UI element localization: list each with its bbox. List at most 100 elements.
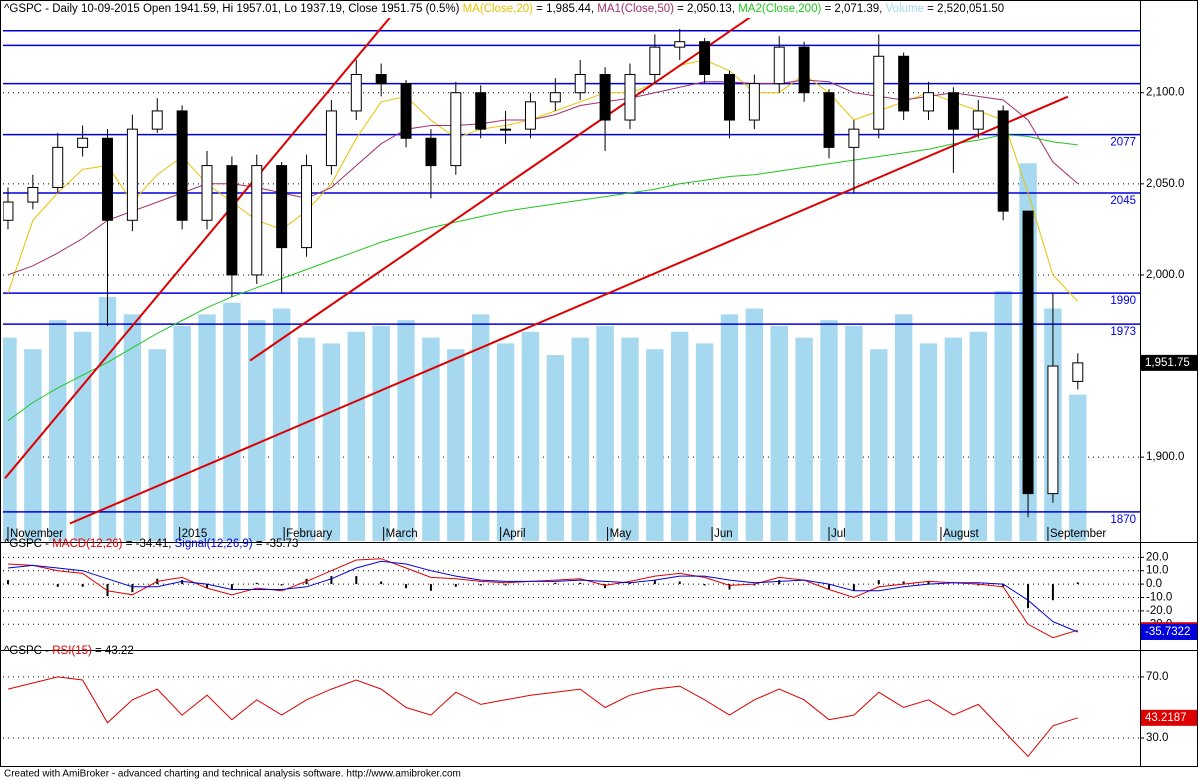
volume-bar <box>447 349 465 541</box>
panel-title: ^GSPC - RSI(15) = 43.22 <box>4 645 134 657</box>
x-tick-label: February <box>286 528 332 540</box>
candle-body <box>997 110 1009 212</box>
title-part: ^GSPC - <box>4 645 52 657</box>
level-label: 2045 <box>1110 195 1136 207</box>
x-tick-label: April <box>503 528 526 540</box>
volume-bar <box>297 337 316 541</box>
last-value-label: 1,951.75 <box>1145 357 1190 369</box>
candle-body <box>151 110 163 130</box>
volume-bar <box>123 314 142 541</box>
volume-bar <box>671 331 689 541</box>
y-tick-label: 0.0 <box>1146 578 1162 590</box>
volume-bar <box>546 355 565 541</box>
title-part: ^GSPC - <box>4 538 52 550</box>
panel-title: ^GSPC - Daily 10-09-2015 Open 1941.59, H… <box>4 3 1004 15</box>
candle-body <box>1022 210 1034 495</box>
candle-body <box>699 41 711 75</box>
candle-body <box>674 41 686 48</box>
candle-body <box>972 110 984 130</box>
title-part: = 43.22 <box>92 645 134 657</box>
y-tick-label: 30.0 <box>1146 732 1168 744</box>
last-value-badge <box>1141 354 1197 371</box>
title-part: MA(Close,20) <box>463 3 533 15</box>
candle-body <box>27 186 39 203</box>
candle-body <box>201 165 213 221</box>
x-tick-label: Jul <box>831 528 846 540</box>
indicator-line <box>7 558 1078 639</box>
candle-body <box>923 92 934 112</box>
candle-body <box>400 83 412 139</box>
volume-bar <box>646 349 664 541</box>
volume-bar <box>496 343 515 541</box>
y-tick-label: 2,050.0 <box>1146 178 1184 190</box>
volume-bar <box>745 308 764 541</box>
candle-body <box>176 110 188 221</box>
x-tick-label: 2015 <box>182 528 208 540</box>
volume-bar <box>571 337 589 541</box>
footer: Created with AmiBroker - advanced charti… <box>4 769 461 780</box>
volume-bar <box>621 337 639 541</box>
x-tick-label: Jun <box>714 528 733 540</box>
candle-body <box>898 55 910 112</box>
last-value-label: 43.2187 <box>1145 712 1187 724</box>
volume-bar <box>820 320 838 541</box>
volume-bar <box>173 325 191 541</box>
last-value-label: -35.7322 <box>1145 626 1190 638</box>
volume-bar <box>347 331 365 541</box>
candle-body <box>624 73 636 121</box>
y-tick-label: 2,100.0 <box>1146 87 1184 99</box>
volume-bar <box>148 349 166 541</box>
candle-body <box>276 165 288 249</box>
title-part: Volume <box>886 3 924 15</box>
volume-bar <box>894 314 913 541</box>
title-part: = 2,050.13, <box>674 3 738 15</box>
volume-bar <box>770 325 788 541</box>
x-tick-label: May <box>610 528 632 540</box>
level-label: 1870 <box>1110 514 1136 526</box>
title-part: = -34.41, <box>123 538 175 550</box>
volume-bar <box>49 320 67 541</box>
trendline <box>4 18 391 479</box>
volume-bar <box>944 337 963 541</box>
volume-bar <box>322 343 341 541</box>
candle-body <box>798 46 810 94</box>
candle-body <box>350 73 362 112</box>
y-tick-label: 10.0 <box>1146 565 1168 577</box>
title-part: = 1,985.44, <box>533 3 597 15</box>
price-plot: 2077 2045 1990 1973 1870 <box>3 18 1140 541</box>
volume-bar <box>969 331 987 541</box>
volume-bar <box>994 291 1012 541</box>
candle-body <box>649 46 661 75</box>
volume-bar <box>845 325 863 541</box>
candle-body <box>251 165 263 276</box>
title-part: = 2,520,051.50 <box>924 3 1004 15</box>
candle-body <box>3 201 14 221</box>
volume-bar <box>1069 394 1087 541</box>
candle-body <box>126 128 138 221</box>
y-tick-label: 1,900.0 <box>1146 451 1184 463</box>
volume-bar <box>248 320 266 541</box>
title-part: MA2(Close,200) <box>738 3 821 15</box>
volume-bar <box>223 302 241 541</box>
panel-title: ^GSPC - MACD(12,26) = -34.41, Signal(12,… <box>4 538 298 550</box>
volume-bar <box>422 337 440 541</box>
candle-body <box>947 92 959 130</box>
candle-body <box>325 110 337 167</box>
candle-body <box>1072 362 1084 382</box>
last-value-badge <box>1141 709 1197 726</box>
candle-body <box>500 128 512 131</box>
candle-body <box>873 55 885 130</box>
candle-body <box>1047 365 1059 495</box>
title-part: Signal(12,26,9) <box>175 538 253 550</box>
candle-body <box>599 73 611 121</box>
title-part: RSI(15) <box>52 645 92 657</box>
volume-bar <box>397 320 415 541</box>
volume-bar <box>795 337 813 541</box>
indicator-plot <box>7 676 1078 758</box>
volume-bar <box>372 325 390 541</box>
level-label: 1990 <box>1110 295 1136 307</box>
volume-bar <box>73 331 92 541</box>
candle-body <box>301 165 313 249</box>
